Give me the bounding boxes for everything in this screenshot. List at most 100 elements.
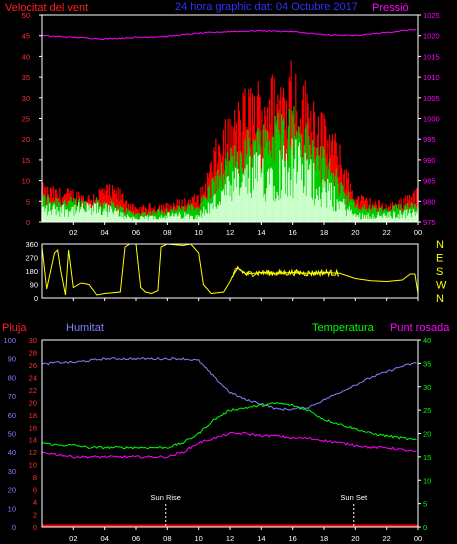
- humidity-tick-label: 90: [8, 355, 16, 364]
- temp-x-tick-label: 04: [100, 534, 108, 543]
- temperature-tick-label: 0: [423, 523, 427, 532]
- wind-tick-label: 45: [22, 32, 30, 41]
- direction-tick-label: 180: [25, 267, 38, 276]
- wind-tick-label: 15: [22, 156, 30, 165]
- temp-x-tick-label: 18: [320, 534, 328, 543]
- wind-tick-label: 40: [22, 52, 30, 61]
- temp-x-tick-label: 10: [194, 534, 202, 543]
- compass-label: N: [436, 239, 444, 251]
- rain-tick-label: 0: [33, 523, 37, 532]
- wind-tick-label: 25: [22, 115, 30, 124]
- x-tick-label: 04: [100, 228, 108, 237]
- temperature-tick-label: 35: [423, 359, 431, 368]
- x-tick-label: 08: [163, 228, 171, 237]
- x-tick-label: 10: [194, 228, 202, 237]
- pressure-tick-label: 985: [423, 177, 436, 186]
- wind-tick-label: 35: [22, 73, 30, 82]
- humidity-tick-label: 30: [8, 467, 16, 476]
- wind-tick-label: 5: [26, 197, 30, 206]
- temperature-line: [41, 402, 417, 450]
- humidity-tick-label: 10: [8, 504, 16, 513]
- pressure-tick-label: 1000: [423, 115, 440, 124]
- temperature-tick-label: 20: [423, 430, 431, 439]
- sunset-label: Sun Set: [340, 493, 368, 502]
- sunrise-label: Sun Rise: [151, 493, 181, 502]
- temp-x-tick-label: 16: [288, 534, 296, 543]
- x-tick-label: 00: [414, 228, 422, 237]
- rain-tick-label: 12: [29, 448, 37, 457]
- wind-axis-label: Velocitat del vent: [5, 2, 88, 14]
- rain-tick-label: 4: [33, 498, 37, 507]
- temperature-tick-label: 10: [423, 476, 431, 485]
- compass-label: S: [436, 266, 443, 278]
- humidity-tick-label: 70: [8, 392, 16, 401]
- rain-tick-label: 20: [29, 398, 37, 407]
- humidity-tick-label: 0: [12, 523, 16, 532]
- pressure-tick-label: 980: [423, 197, 436, 206]
- pressure-tick-label: 975: [423, 218, 436, 227]
- temp-x-tick-label: 12: [226, 534, 234, 543]
- direction-tick-label: 360: [25, 240, 38, 249]
- compass-label: N: [436, 293, 444, 305]
- average-series: [41, 138, 419, 222]
- humidity-tick-label: 50: [8, 430, 16, 439]
- rain-tick-label: 14: [29, 436, 37, 445]
- direction-noise: [231, 265, 340, 278]
- temp-x-tick-label: 06: [132, 534, 140, 543]
- rain-tick-label: 18: [29, 411, 37, 420]
- humidity-tick-label: 60: [8, 411, 16, 420]
- direction-frame: [41, 243, 419, 299]
- temperature-tick-label: 5: [423, 500, 427, 509]
- wind-tick-label: 30: [22, 94, 30, 103]
- direction-tick-label: 0: [34, 294, 38, 303]
- compass-label: E: [436, 253, 443, 265]
- rain-tick-label: 16: [29, 423, 37, 432]
- rain-axis-label: Pluja: [2, 322, 27, 334]
- wind-tick-label: 50: [22, 11, 30, 20]
- temp-x-tick-label: 20: [351, 534, 359, 543]
- rain-tick-label: 24: [29, 373, 37, 382]
- x-tick-label: 20: [351, 228, 359, 237]
- humidity-line: [41, 357, 417, 411]
- humidity-tick-label: 20: [8, 486, 16, 495]
- temp-x-tick-label: 02: [69, 534, 77, 543]
- x-tick-label: 16: [288, 228, 296, 237]
- rain-tick-label: 8: [33, 473, 37, 482]
- wind-tick-label: 10: [22, 177, 30, 186]
- humidity-tick-label: 40: [8, 448, 16, 457]
- x-tick-label: 12: [226, 228, 234, 237]
- temperature-tick-label: 15: [423, 453, 431, 462]
- dewpoint-line: [41, 431, 417, 459]
- rain-tick-label: 30: [29, 336, 37, 345]
- humidity-tick-label: 100: [3, 336, 16, 345]
- pressure-tick-label: 995: [423, 135, 436, 144]
- rain-tick-label: 2: [33, 511, 37, 520]
- rain-tick-label: 6: [33, 486, 37, 495]
- dewpoint-axis-label: Punt rosada: [390, 322, 450, 334]
- direction-tick-label: 90: [30, 281, 38, 290]
- x-tick-label: 06: [132, 228, 140, 237]
- pressure-tick-label: 1025: [423, 11, 440, 20]
- chart-title: 24 hora graphic dat: 04 Octubre 2017: [175, 1, 358, 13]
- wind-tick-label: 20: [22, 135, 30, 144]
- temp-x-tick-label: 14: [257, 534, 265, 543]
- temperature-tick-label: 30: [423, 383, 431, 392]
- wind-tick-label: 0: [26, 218, 30, 227]
- rain-tick-label: 22: [29, 386, 37, 395]
- pressure-axis-label: Pressió: [372, 2, 409, 14]
- rain-tick-label: 28: [29, 348, 37, 357]
- pressure-tick-label: 1005: [423, 94, 440, 103]
- rain-tick-label: 26: [29, 361, 37, 370]
- temp-humidity-panel: 0246810121416182022242628300102030405060…: [3, 336, 431, 543]
- compass-label: W: [436, 280, 447, 292]
- humidity-axis-label: Humitat: [66, 322, 104, 334]
- temperature-axis-label: Temperatura: [312, 322, 375, 334]
- pressure-tick-label: 1015: [423, 52, 440, 61]
- temp-x-tick-label: 00: [414, 534, 422, 543]
- direction-tick-label: 270: [25, 254, 38, 263]
- pressure-tick-label: 1010: [423, 73, 440, 82]
- x-tick-label: 22: [382, 228, 390, 237]
- direction-line: [41, 243, 419, 296]
